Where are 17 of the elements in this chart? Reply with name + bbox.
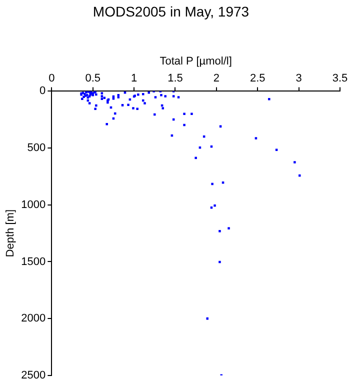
- x-tick-label: 3.5: [332, 72, 348, 85]
- y-tick-label: 2500: [21, 369, 46, 382]
- x-tick-label: 2.5: [250, 72, 266, 85]
- y-tick-label: 1000: [21, 198, 46, 211]
- x-tick-label: 0: [48, 72, 55, 85]
- y-tick-label: 0: [40, 85, 46, 98]
- y-axis-title: Depth [m]: [4, 209, 17, 258]
- y-tick-label: 1500: [21, 256, 46, 268]
- x-tick-label: 2: [213, 72, 220, 85]
- y-tick-label: 500: [27, 142, 46, 154]
- x-axis-title: Total P [µmol/l]: [160, 55, 232, 68]
- x-tick-label: 1: [130, 72, 138, 85]
- chart-title: MODS2005 in May, 1973: [92, 3, 250, 20]
- y-tick-label: 2000: [21, 312, 46, 325]
- x-tick-label: 3: [296, 72, 302, 85]
- x-tick-label: 1.5: [168, 72, 183, 85]
- x-tick-label: 0.5: [85, 72, 101, 85]
